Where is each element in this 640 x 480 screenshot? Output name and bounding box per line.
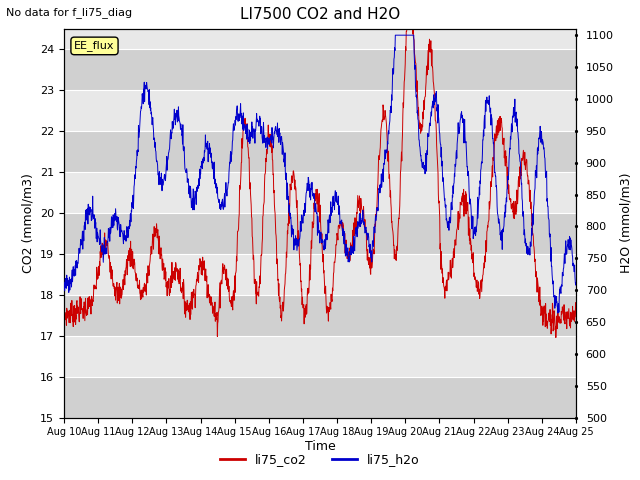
Line: li75_h2o: li75_h2o bbox=[64, 35, 576, 313]
Bar bbox=[64, 295, 576, 336]
Y-axis label: CO2 (mmol/m3): CO2 (mmol/m3) bbox=[22, 173, 35, 273]
li75_h2o bbox=[392, 32, 399, 38]
Bar bbox=[64, 377, 576, 418]
li75_co2 bbox=[277, 313, 285, 319]
li75_co2 bbox=[120, 272, 128, 278]
Bar bbox=[64, 49, 576, 90]
li75_h2o bbox=[572, 280, 580, 286]
Line: li75_co2: li75_co2 bbox=[64, 29, 576, 337]
li75_co2 bbox=[100, 242, 108, 248]
Y-axis label: H2O (mmol/m3): H2O (mmol/m3) bbox=[620, 173, 632, 274]
Bar bbox=[64, 131, 576, 172]
li75_h2o bbox=[60, 279, 68, 285]
Bar bbox=[64, 213, 576, 254]
Text: No data for f_li75_diag: No data for f_li75_diag bbox=[6, 7, 132, 18]
Text: LI7500 CO2 and H2O: LI7500 CO2 and H2O bbox=[240, 7, 400, 22]
li75_co2 bbox=[60, 302, 68, 308]
Legend: li75_co2, li75_h2o: li75_co2, li75_h2o bbox=[215, 448, 425, 471]
li75_h2o bbox=[351, 230, 359, 236]
li75_h2o bbox=[100, 250, 108, 256]
li75_co2 bbox=[403, 26, 411, 32]
X-axis label: Time: Time bbox=[305, 440, 335, 453]
li75_h2o bbox=[277, 136, 285, 142]
Text: EE_flux: EE_flux bbox=[74, 40, 115, 51]
li75_h2o bbox=[120, 230, 128, 236]
li75_h2o bbox=[297, 228, 305, 234]
li75_co2 bbox=[297, 278, 305, 284]
li75_co2 bbox=[351, 225, 359, 230]
li75_co2 bbox=[572, 314, 580, 320]
li75_co2 bbox=[552, 335, 560, 340]
li75_h2o bbox=[554, 310, 562, 316]
li75_h2o bbox=[288, 222, 296, 228]
li75_co2 bbox=[288, 173, 296, 179]
